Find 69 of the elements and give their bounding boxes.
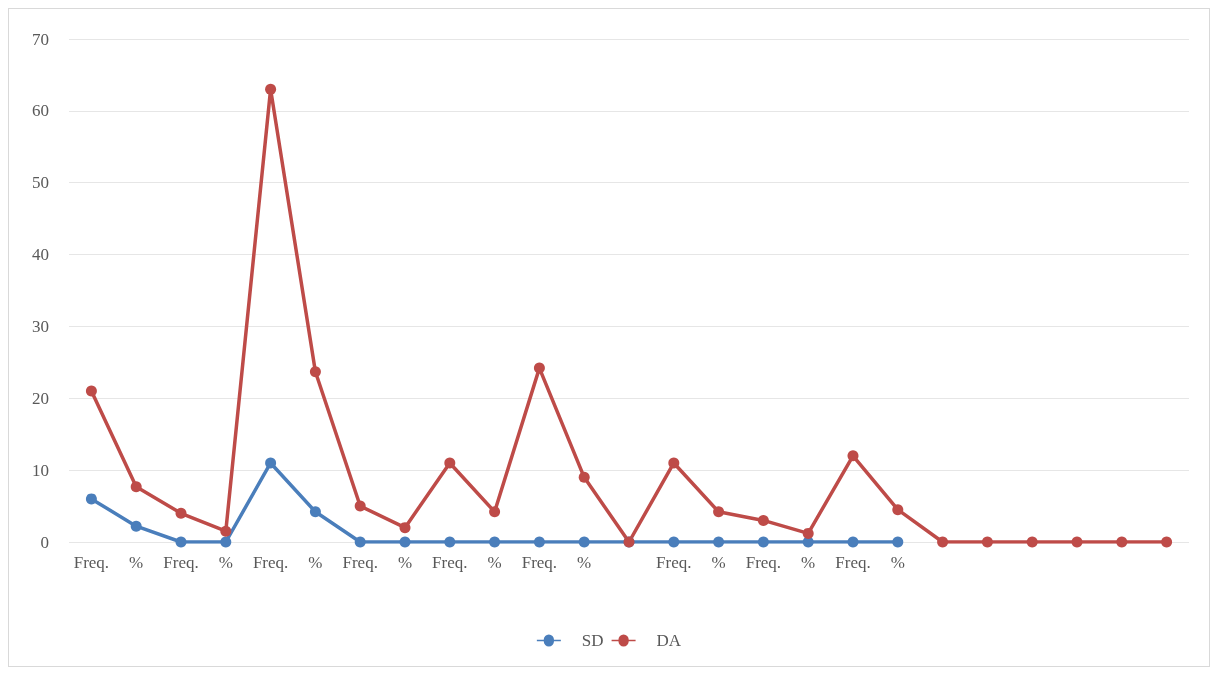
point — [85, 493, 97, 505]
y-tick-label: 10 — [32, 460, 49, 480]
point — [892, 536, 904, 548]
y-tick-label: 30 — [32, 316, 49, 336]
point — [533, 362, 545, 374]
point — [578, 471, 590, 483]
y-tick-label: 70 — [32, 29, 49, 49]
point — [265, 83, 277, 95]
point — [444, 536, 456, 548]
point — [1161, 536, 1173, 548]
point — [1116, 536, 1128, 548]
x-tick-label: % — [711, 553, 726, 572]
point — [85, 385, 97, 397]
x-tick-label: % — [129, 553, 144, 572]
point — [892, 504, 904, 516]
x-tick-label: % — [890, 553, 905, 572]
point — [489, 536, 501, 548]
point — [220, 525, 232, 537]
x-tick-label: Freq. — [342, 553, 378, 572]
point — [130, 520, 142, 532]
point — [489, 506, 501, 518]
point — [668, 457, 680, 469]
point — [713, 536, 725, 548]
point — [354, 500, 366, 512]
x-tick-label: % — [577, 553, 592, 572]
point — [668, 536, 680, 548]
x-tick-label: Freq. — [432, 553, 468, 572]
x-tick-label: % — [308, 553, 323, 572]
point — [309, 366, 321, 378]
y-tick-label: 50 — [32, 173, 49, 193]
y-tick-label: 0 — [40, 532, 49, 552]
point — [937, 536, 949, 548]
x-tick-label: % — [487, 553, 502, 572]
point — [399, 536, 411, 548]
y-tick-label: 40 — [32, 245, 49, 265]
point — [847, 536, 859, 548]
point — [265, 457, 277, 469]
point — [757, 536, 769, 548]
x-tick-label: % — [397, 553, 413, 572]
y-tick-label: 20 — [32, 388, 49, 408]
legend-label: SD — [581, 631, 604, 650]
x-tick-label: Freq. — [163, 553, 199, 572]
point — [757, 514, 769, 526]
x-tick-label: Freq. — [656, 553, 692, 572]
x-tick-label: Freq. — [745, 553, 782, 572]
x-tick-label: Freq. — [252, 553, 289, 572]
legend-label: DA — [656, 631, 682, 650]
x-tick-label: % — [801, 553, 816, 572]
point — [847, 450, 859, 462]
point — [802, 527, 814, 539]
y-tick-label: 60 — [32, 101, 49, 121]
x-tick-label: Freq. — [521, 553, 558, 572]
point — [130, 481, 142, 493]
point — [175, 536, 187, 548]
point — [399, 522, 411, 534]
point — [220, 536, 232, 548]
point — [981, 536, 993, 548]
point — [354, 536, 366, 548]
point — [578, 536, 590, 548]
x-tick-label: Freq. — [835, 553, 871, 572]
point — [1026, 536, 1038, 548]
x-tick-label: Freq. — [73, 553, 110, 572]
point — [1071, 536, 1083, 548]
x-tick-label: % — [218, 553, 233, 572]
point — [309, 506, 321, 518]
point — [533, 536, 545, 548]
point — [444, 457, 456, 469]
point — [175, 507, 187, 519]
point — [713, 506, 725, 518]
